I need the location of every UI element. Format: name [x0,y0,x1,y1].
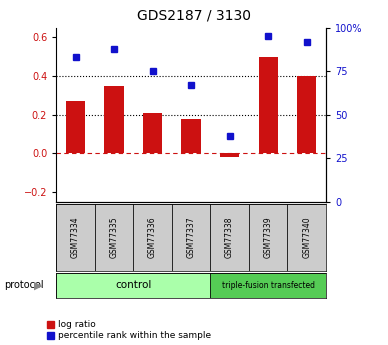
Bar [133,204,172,271]
Text: GDS2187 / 3130: GDS2187 / 3130 [137,9,251,23]
Bar [104,86,124,154]
Text: GSM77339: GSM77339 [263,216,273,258]
Bar [56,204,95,271]
Bar [143,113,162,154]
Bar [297,76,316,154]
Bar [258,57,278,154]
Bar [182,119,201,154]
Bar [210,273,326,298]
Bar [210,204,249,271]
Text: GSM77337: GSM77337 [187,216,196,258]
Text: triple-fusion transfected: triple-fusion transfected [222,281,315,290]
Legend: log ratio, percentile rank within the sample: log ratio, percentile rank within the sa… [47,320,211,341]
Bar [249,204,288,271]
Text: GSM77334: GSM77334 [71,216,80,258]
Bar [172,204,210,271]
Text: GSM77335: GSM77335 [109,216,119,258]
Bar [288,204,326,271]
Bar [95,204,133,271]
Text: GSM77336: GSM77336 [148,216,157,258]
Text: GSM77340: GSM77340 [302,216,311,258]
Text: control: control [115,280,151,290]
Text: GSM77338: GSM77338 [225,216,234,258]
Bar [66,101,85,154]
Text: ▶: ▶ [34,280,42,290]
Bar [56,273,210,298]
Bar [220,154,239,157]
Text: protocol: protocol [4,280,43,290]
